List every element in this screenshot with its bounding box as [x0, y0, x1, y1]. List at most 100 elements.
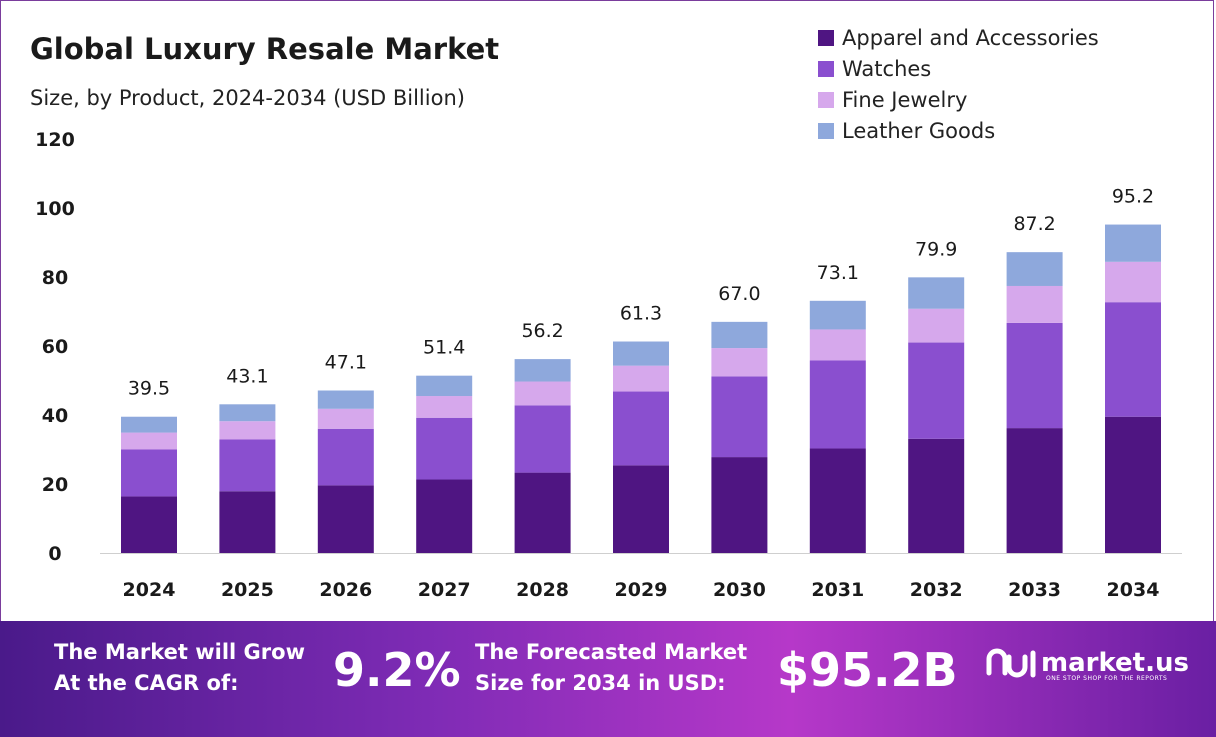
bar-segment-jewelry — [121, 432, 177, 450]
bar-total-label: 56.2 — [521, 320, 563, 342]
brand-tagline: ONE STOP SHOP FOR THE REPORTS — [1046, 675, 1168, 682]
legend-swatch-apparel — [818, 29, 834, 46]
legend-item-watches: Watches — [818, 53, 1099, 84]
x-tick-label: 2031 — [811, 579, 864, 601]
bar-segment-watches — [809, 360, 866, 449]
y-tick-label: 80 — [42, 267, 68, 289]
legend-swatch-leather — [818, 122, 834, 139]
cagr-value: 9.2% — [333, 643, 461, 697]
bar-segment-leather — [908, 277, 965, 309]
footer-banner: The Market will Grow At the CAGR of: 9.2… — [0, 621, 1216, 737]
bar-segment-apparel — [317, 485, 374, 553]
bar-segment-apparel — [514, 472, 571, 553]
bar-segment-leather — [514, 359, 571, 382]
x-tick-label: 2029 — [615, 579, 668, 601]
bar-segment-jewelry — [809, 329, 866, 361]
bar-segment-watches — [514, 405, 571, 473]
bar-segment-leather — [613, 341, 669, 366]
chart-title: Global Luxury Resale Market — [30, 32, 500, 66]
y-tick-label: 60 — [42, 336, 68, 358]
bar-total-label: 95.2 — [1112, 186, 1154, 208]
bar-total-label: 87.2 — [1013, 213, 1055, 235]
bar-total-label: 67.0 — [718, 283, 760, 305]
bar-segment-watches — [1006, 322, 1063, 429]
cagr-label: The Market will Grow At the CAGR of: — [54, 637, 305, 699]
bar-segment-leather — [711, 321, 768, 349]
legend-swatch-watches — [818, 60, 834, 77]
bar-segment-apparel — [121, 496, 177, 553]
y-tick-label: 40 — [42, 405, 68, 427]
x-tick-label: 2028 — [516, 579, 569, 601]
bar-total-label: 43.1 — [226, 365, 268, 387]
bar-segment-apparel — [1105, 416, 1161, 553]
x-tick-label: 2025 — [221, 579, 274, 601]
bar-segment-watches — [908, 342, 965, 439]
bar-segment-apparel — [1006, 428, 1063, 553]
bar-total-label: 79.9 — [915, 238, 957, 260]
bar-segment-jewelry — [219, 421, 276, 440]
bar-segment-apparel — [613, 465, 669, 553]
bar-segment-watches — [1105, 302, 1161, 417]
stacked-bar-chart: 0 20 40 60 80 100 120 39.5 2024 43.1 2025 47.1 2026 5… — [35, 129, 1182, 601]
bar-segment-watches — [317, 428, 374, 486]
bar-segment-leather — [1006, 252, 1063, 286]
brand-name: market.us — [1041, 648, 1189, 678]
bar-segment-watches — [121, 449, 177, 497]
bar-total-label: 73.1 — [817, 262, 859, 284]
bar-segment-apparel — [711, 457, 768, 553]
legend: Apparel and Accessories Watches Fine Jew… — [818, 22, 1099, 146]
legend-label-jewelry: Fine Jewelry — [842, 87, 968, 112]
bar-segment-watches — [416, 417, 473, 480]
bar-segment-apparel — [219, 491, 276, 553]
y-tick-label: 120 — [35, 129, 75, 151]
bar-segment-jewelry — [1006, 285, 1063, 323]
bar-segment-leather — [809, 300, 866, 330]
bar-segment-jewelry — [416, 396, 473, 418]
market-us-logo-icon — [986, 648, 1036, 678]
bar-segment-apparel — [908, 438, 965, 553]
x-tick-label: 2024 — [123, 579, 176, 601]
bar-segment-watches — [219, 439, 276, 492]
bar-segment-leather — [1105, 224, 1161, 262]
bar-total-label: 39.5 — [128, 378, 170, 400]
bar-segment-leather — [317, 390, 374, 409]
x-tick-label: 2033 — [1008, 579, 1061, 601]
cagr-label-line1: The Market will Grow — [54, 640, 305, 664]
x-tick-label: 2026 — [319, 579, 372, 601]
bar-segment-apparel — [809, 448, 866, 553]
legend-label-apparel: Apparel and Accessories — [842, 25, 1099, 50]
legend-label-leather: Leather Goods — [842, 118, 996, 143]
bar-segment-leather — [416, 375, 473, 397]
bar-segment-jewelry — [613, 365, 669, 392]
legend-item-leather: Leather Goods — [818, 115, 1099, 146]
forecast-label: The Forecasted Market Size for 2034 in U… — [475, 637, 747, 699]
legend-label-watches: Watches — [842, 56, 932, 81]
y-tick-label: 100 — [35, 198, 75, 220]
legend-item-jewelry: Fine Jewelry — [818, 84, 1099, 115]
bar-segment-jewelry — [317, 408, 374, 429]
bar-segment-jewelry — [908, 308, 965, 343]
bar-segment-leather — [121, 416, 177, 433]
bar-segment-jewelry — [514, 381, 571, 406]
y-tick-label: 20 — [42, 474, 68, 496]
brand-logo: market.us — [985, 643, 1189, 683]
x-tick-label: 2034 — [1107, 579, 1160, 601]
legend-swatch-jewelry — [818, 91, 834, 108]
x-tick-label: 2027 — [418, 579, 471, 601]
forecast-label-line1: The Forecasted Market — [475, 640, 748, 664]
forecast-label-line2: Size for 2034 in USD: — [475, 671, 726, 695]
bar-total-label: 61.3 — [620, 303, 662, 325]
bar-total-label: 51.4 — [423, 337, 465, 359]
y-tick-label: 0 — [48, 543, 61, 565]
bar-total-label: 47.1 — [325, 352, 367, 374]
forecast-value: $95.2B — [777, 643, 958, 697]
chart-subtitle: Size, by Product, 2024-2034 (USD Billion… — [30, 86, 465, 110]
x-tick-label: 2032 — [910, 579, 963, 601]
cagr-label-line2: At the CAGR of: — [54, 671, 239, 695]
bar-segment-apparel — [416, 479, 473, 553]
bar-segment-jewelry — [711, 348, 768, 377]
legend-item-apparel: Apparel and Accessories — [818, 22, 1099, 53]
bar-segment-watches — [711, 376, 768, 458]
bar-segment-leather — [219, 404, 276, 422]
bar-segment-jewelry — [1105, 261, 1161, 303]
